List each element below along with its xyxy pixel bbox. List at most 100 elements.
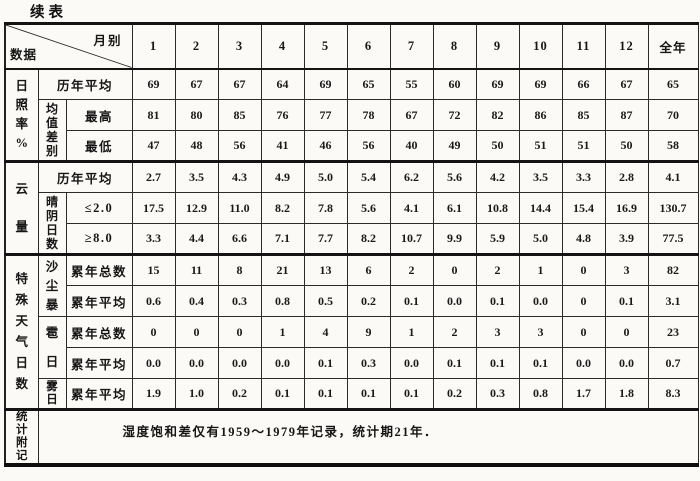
data-cell: 0.1 [604,285,649,317]
data-cell: 9.9 [432,223,477,255]
data-cell: 1.0 [174,378,219,410]
data-cell: 0 [174,316,219,348]
data-cell: 78 [346,99,391,131]
data-cell: 8.3 [647,378,699,410]
group-label-cloud: 云量 [4,160,39,255]
data-cell: 0 [604,316,649,348]
column-header: 10 [518,23,563,70]
subgroup-label-fog-days: 雾日 [37,378,67,410]
data-cell: 3.5 [518,160,563,193]
vertical-label-char: 记 [16,450,28,462]
data-cell: 0 [131,316,176,348]
data-cell: 21 [260,253,305,286]
row-label-le-2: ≤2.0 [65,192,133,224]
data-cell: 2.8 [604,160,649,193]
data-cell: 1 [518,253,563,286]
vertical-label-char: 差 [45,130,58,144]
climate-data-table: 月别 数据 1 2 3 4 5 6 7 8 9 10 11 12 全年 日照率% 历年平均 69 67 67… [4,22,699,467]
data-cell: 3.9 [604,223,649,255]
data-cell: 9 [346,316,391,348]
vertical-label-char: 数 [45,237,58,251]
statistical-note-text: 湿度饱和差仅有1959～1979年记录，统计期21年． [37,408,699,466]
vertical-label-char: 雹 [45,325,59,340]
table-row: 云量 历年平均 2.7 3.5 4.3 4.9 5.0 5.4 6.2 5.6 4.2 3.5 3.… [4,160,699,255]
column-header: 4 [260,23,305,70]
data-cell: 46 [303,130,348,162]
data-cell: 3.3 [561,160,606,193]
data-cell: 3.1 [647,285,699,317]
data-cell: 65 [346,68,391,100]
data-cell: 51 [561,130,606,162]
data-cell: 7.7 [303,223,348,255]
data-cell: 6.6 [217,223,262,255]
data-cell: 50 [475,130,520,162]
data-cell: 6.2 [389,160,434,193]
data-cell: 5.9 [475,223,520,255]
data-cell: 10.7 [389,223,434,255]
data-cell: 77 [303,99,348,131]
vertical-label-char: 晴 [45,195,58,209]
data-cell: 2 [389,253,434,286]
data-cell: 85 [217,99,262,131]
data-cell: 65 [647,68,699,100]
vertical-label-char: 量 [15,220,28,234]
data-cell: 0.6 [131,285,176,317]
data-cell: 0.0 [604,347,649,379]
data-cell: 70 [647,99,699,131]
data-cell: 55 [389,68,434,100]
column-header: 9 [475,23,520,70]
data-cell: 8 [217,253,262,286]
row-label-ge-8: ≥8.0 [65,223,133,255]
data-cell: 67 [217,68,262,100]
data-cell: 0.0 [518,285,563,317]
data-cell: 0.7 [647,347,699,379]
data-cell: 0.3 [346,347,391,379]
data-cell: 12.9 [174,192,219,224]
row-label-cumulative-average: 累年平均 [65,378,133,410]
data-cell: 4.8 [561,223,606,255]
column-header: 8 [432,23,477,70]
header-row: 月别 数据 1 2 3 4 5 6 7 8 9 10 11 12 全年 [4,23,699,70]
vertical-label-char: 雾 [46,380,58,393]
vertical-label-char: 率 [15,116,28,131]
data-cell: 72 [432,99,477,131]
data-cell: 3.3 [131,223,176,255]
group-label-statistical-notes: 统计附记 [4,408,39,466]
data-cell: 0 [432,253,477,286]
data-cell: 0.1 [389,285,434,317]
data-cell: 0.1 [475,347,520,379]
data-cell: 11 [174,253,219,286]
data-cell: 0 [561,253,606,286]
column-header: 5 [303,23,348,70]
column-header: 全年 [647,23,699,70]
diagonal-line [6,25,130,67]
table-row: 特殊天气日数 沙尘暴 累年总数 15 11 8 21 13 6 2 0 2 1 0 3 82 [4,253,699,410]
page-title: 续表 [30,5,67,21]
data-cell: 67 [389,99,434,131]
footer-row: 统计附记 湿度饱和差仅有1959～1979年记录，统计期21年． [4,408,699,466]
data-cell: 69 [131,68,176,100]
data-cell: 6.1 [432,192,477,224]
vertical-label-char: 沙 [45,259,59,274]
data-cell: 0.3 [475,378,520,410]
data-cell: 0.3 [217,285,262,317]
vertical-label-char: 日 [45,354,59,369]
data-cell: 0.0 [389,347,434,379]
data-cell: 0 [217,316,262,348]
data-cell: 1.7 [561,378,606,410]
data-cell: 3 [518,316,563,348]
vertical-label-char: 日 [45,223,58,237]
data-cell: 0.2 [346,285,391,317]
data-cell: 66 [561,68,606,100]
data-cell: 11.0 [217,192,262,224]
data-cell: 58 [647,130,699,162]
data-cell: 5.0 [518,223,563,255]
row-label-cumulative-total: 累年总数 [65,316,133,348]
vertical-label-char: 日 [46,393,58,406]
data-cell: 77.5 [647,223,699,255]
data-cell: 2 [432,316,477,348]
corner-label-data: 数据 [10,47,38,62]
data-cell: 10.8 [475,192,520,224]
data-cell: 0.0 [561,347,606,379]
table-row: 累年平均 0.6 0.4 0.3 0.8 0.5 0.2 0.1 0.0 0.1 0.0 0 0.1 3… [5,285,699,317]
